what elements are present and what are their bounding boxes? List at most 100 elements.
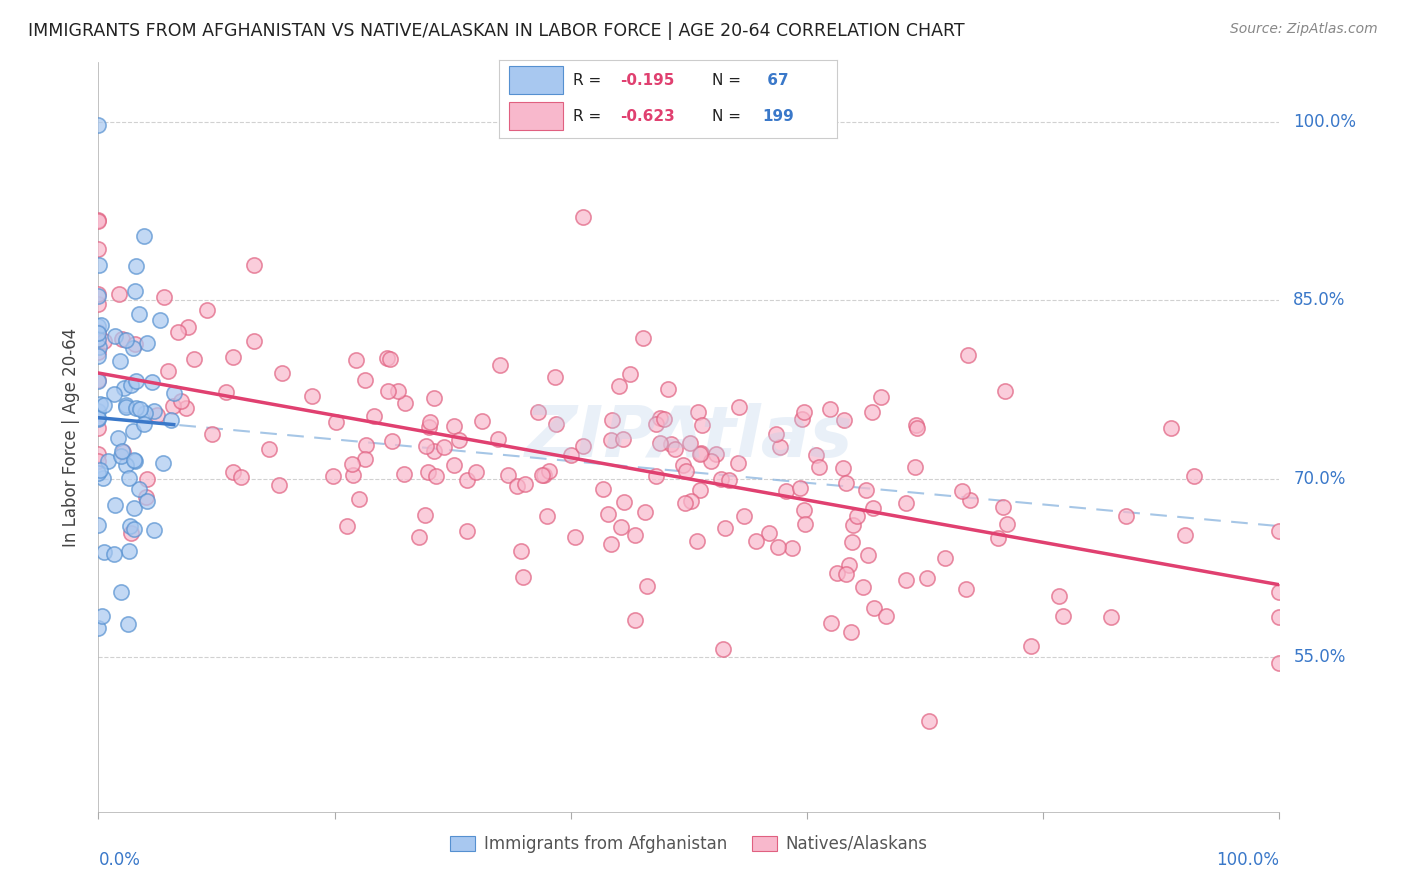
Point bbox=[835, 567, 858, 582]
Point bbox=[87, 447, 110, 461]
Point bbox=[259, 442, 281, 456]
Point bbox=[110, 585, 132, 599]
Point bbox=[103, 547, 125, 561]
Point bbox=[136, 335, 159, 350]
Point bbox=[793, 405, 815, 419]
Point bbox=[418, 465, 440, 479]
Point bbox=[87, 410, 110, 425]
Point bbox=[418, 419, 440, 434]
Text: 85.0%: 85.0% bbox=[1294, 292, 1346, 310]
Point bbox=[93, 398, 115, 412]
Point bbox=[87, 420, 110, 434]
Point bbox=[533, 467, 555, 482]
Text: Source: ZipAtlas.com: Source: ZipAtlas.com bbox=[1230, 22, 1378, 37]
Point bbox=[103, 387, 125, 401]
Point bbox=[87, 287, 110, 301]
Point bbox=[488, 432, 510, 446]
Point bbox=[657, 383, 679, 397]
Point bbox=[201, 426, 224, 441]
Point bbox=[118, 471, 141, 485]
Point bbox=[905, 421, 928, 435]
Point bbox=[652, 411, 675, 425]
Point bbox=[363, 409, 385, 424]
Point bbox=[381, 434, 404, 448]
Point bbox=[347, 492, 370, 507]
Point bbox=[87, 373, 110, 387]
Point bbox=[141, 375, 163, 389]
Point bbox=[87, 325, 110, 339]
Point bbox=[664, 442, 686, 457]
Point bbox=[87, 213, 110, 227]
Point bbox=[134, 406, 156, 420]
Point bbox=[512, 570, 534, 584]
Point bbox=[679, 436, 702, 450]
Point bbox=[1182, 469, 1205, 483]
Point bbox=[301, 388, 323, 402]
Point bbox=[89, 397, 111, 411]
Point bbox=[717, 473, 740, 487]
Point bbox=[700, 454, 723, 468]
Point bbox=[87, 289, 110, 303]
Point bbox=[538, 464, 561, 478]
Point bbox=[90, 318, 112, 332]
Point bbox=[354, 452, 377, 467]
Point bbox=[650, 411, 672, 425]
Point bbox=[87, 518, 110, 533]
Point bbox=[838, 558, 860, 573]
Point bbox=[645, 417, 668, 431]
Point bbox=[792, 411, 814, 425]
Text: R =: R = bbox=[574, 109, 606, 124]
Point bbox=[111, 332, 134, 346]
Point bbox=[122, 424, 145, 438]
Point bbox=[464, 465, 486, 479]
Point bbox=[624, 527, 647, 541]
Point bbox=[380, 351, 402, 366]
Point bbox=[510, 544, 533, 558]
Point bbox=[322, 468, 344, 483]
Point bbox=[125, 401, 148, 415]
Point bbox=[613, 495, 636, 509]
Point bbox=[124, 337, 146, 351]
Point bbox=[135, 490, 157, 504]
Point bbox=[596, 508, 619, 522]
Point bbox=[415, 508, 437, 522]
Point bbox=[114, 400, 136, 414]
Text: 55.0%: 55.0% bbox=[1294, 648, 1346, 666]
Point bbox=[1160, 421, 1182, 435]
Point bbox=[690, 417, 713, 432]
Point bbox=[631, 331, 654, 345]
Point bbox=[917, 714, 939, 728]
Point bbox=[571, 210, 593, 224]
Point bbox=[222, 465, 245, 479]
Point bbox=[600, 413, 623, 427]
Point bbox=[875, 609, 897, 624]
Text: ZIPAtlas: ZIPAtlas bbox=[524, 402, 853, 472]
Point bbox=[112, 381, 135, 395]
Point bbox=[780, 541, 803, 555]
Point bbox=[449, 434, 471, 448]
Point bbox=[619, 368, 641, 382]
Point bbox=[1268, 524, 1291, 538]
Point bbox=[489, 358, 512, 372]
Point bbox=[894, 573, 917, 587]
Point bbox=[1268, 610, 1291, 624]
Point bbox=[115, 333, 138, 347]
Point bbox=[89, 463, 111, 477]
Point bbox=[87, 332, 110, 346]
Point bbox=[134, 228, 156, 243]
Point bbox=[394, 396, 416, 410]
Point bbox=[852, 580, 875, 594]
Point bbox=[624, 614, 647, 628]
Point bbox=[686, 405, 709, 419]
Point bbox=[136, 472, 159, 486]
Point bbox=[862, 501, 884, 516]
Point bbox=[340, 458, 363, 472]
Point bbox=[153, 290, 176, 304]
Point bbox=[229, 470, 252, 484]
Point bbox=[820, 615, 842, 630]
Text: -0.623: -0.623 bbox=[620, 109, 675, 124]
Point bbox=[672, 458, 695, 472]
Text: N =: N = bbox=[711, 109, 745, 124]
Point bbox=[87, 403, 110, 417]
Point bbox=[995, 516, 1018, 531]
